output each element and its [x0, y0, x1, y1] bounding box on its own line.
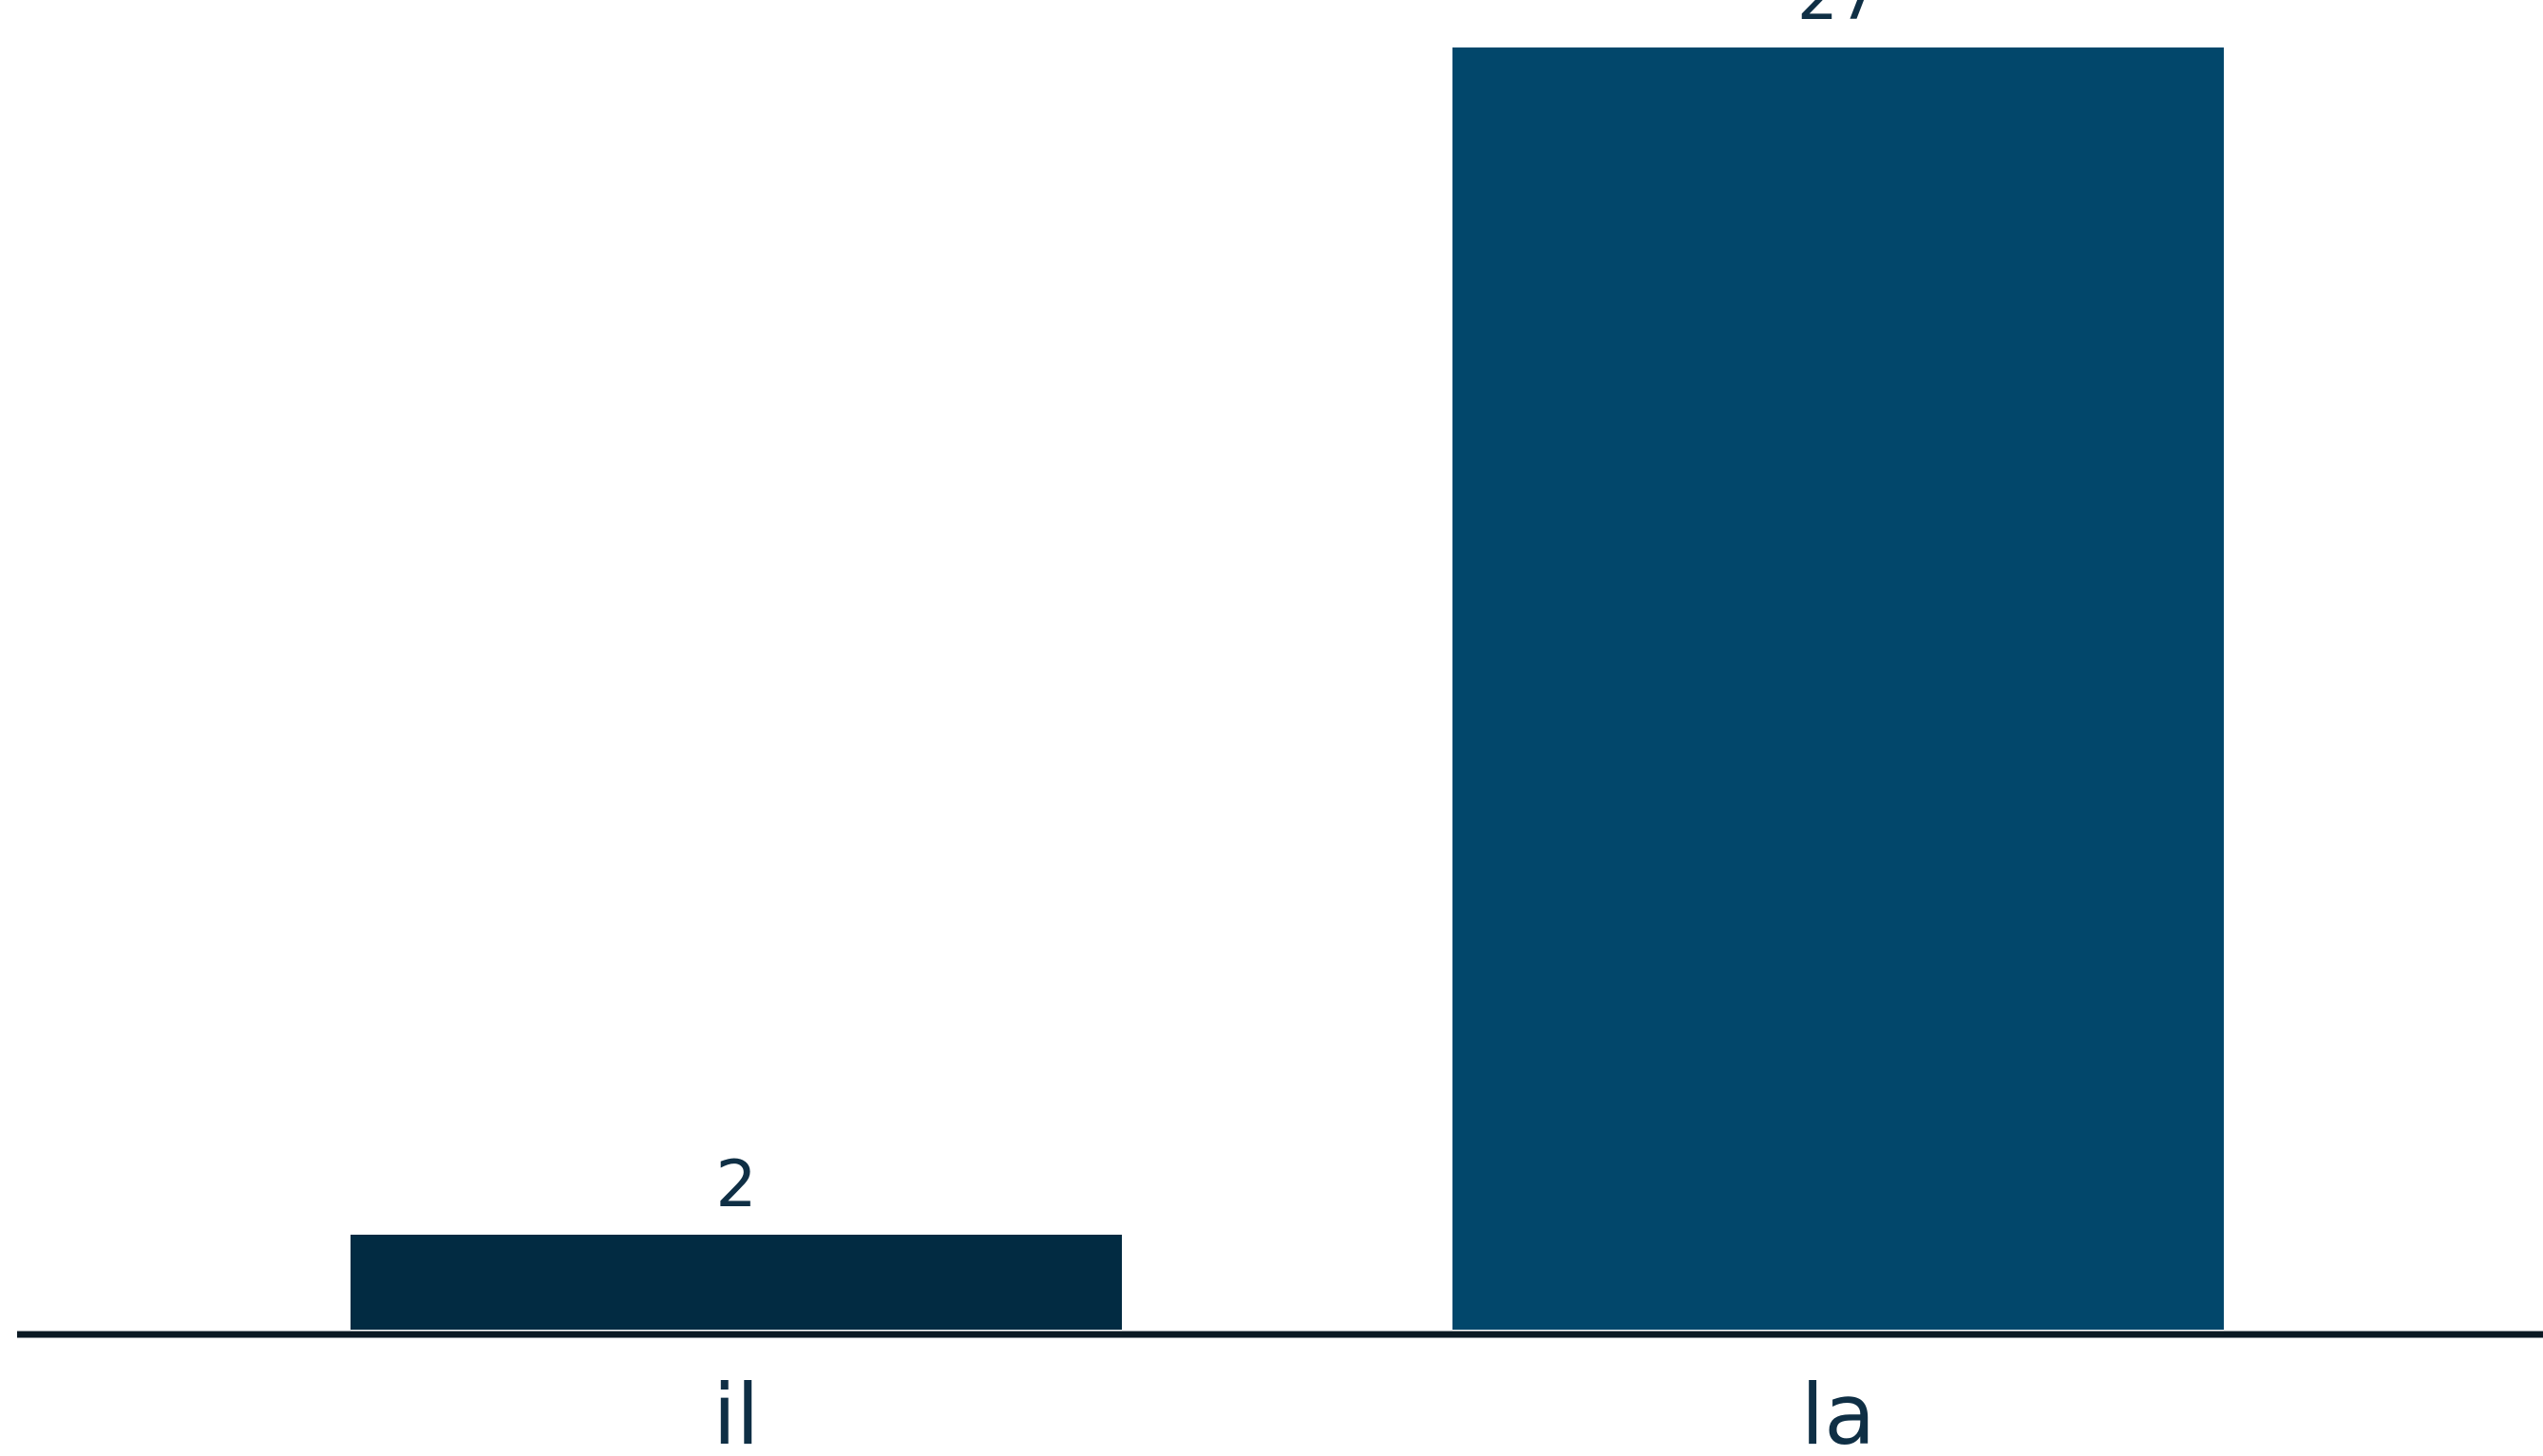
value-label-il: 2 [715, 1147, 756, 1222]
x-tick-labels-group: il la [713, 1366, 1876, 1456]
bar-il [351, 1235, 1122, 1330]
bars-group [351, 47, 2224, 1330]
value-labels-group: 2 27 [715, 0, 1879, 1222]
x-tick-label-il: il [713, 1366, 760, 1456]
bar-la [1452, 47, 2224, 1330]
x-tick-label-la: la [1801, 1366, 1875, 1456]
value-label-la: 27 [1797, 0, 1880, 35]
